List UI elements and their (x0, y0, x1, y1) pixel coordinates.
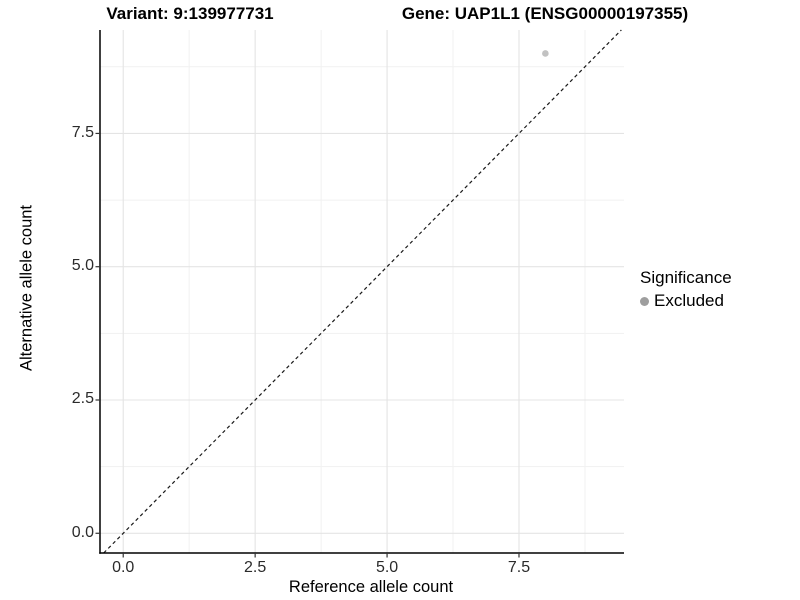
x-axis-label: Reference allele count (288, 578, 454, 596)
legend-item-excluded: Excluded (640, 291, 732, 311)
legend-item-label: Excluded (654, 291, 724, 310)
y-tick-label: 5.0 (71, 257, 94, 275)
y-tick-label: 7.5 (71, 123, 94, 141)
data-point (542, 50, 549, 57)
identity-dashed-line (103, 29, 622, 554)
x-tick-label: 7.5 (507, 559, 531, 576)
legend-point-icon (640, 296, 649, 306)
legend: Significance Excluded (640, 268, 732, 311)
x-tick-label: 5.0 (375, 559, 399, 576)
gene-title: Gene: UAP1L1 (ENSG00000197355) (401, 4, 689, 23)
variant-title: Variant: 9:139977731 (106, 4, 274, 23)
legend-title: Significance (640, 268, 732, 287)
y-tick-label: 2.5 (71, 390, 94, 408)
x-tick-label: 0.0 (112, 559, 135, 576)
y-tick-label: 0.0 (71, 523, 94, 541)
x-tick-label: 2.5 (244, 559, 267, 576)
y-axis-label: Alternative allele count (17, 204, 36, 372)
